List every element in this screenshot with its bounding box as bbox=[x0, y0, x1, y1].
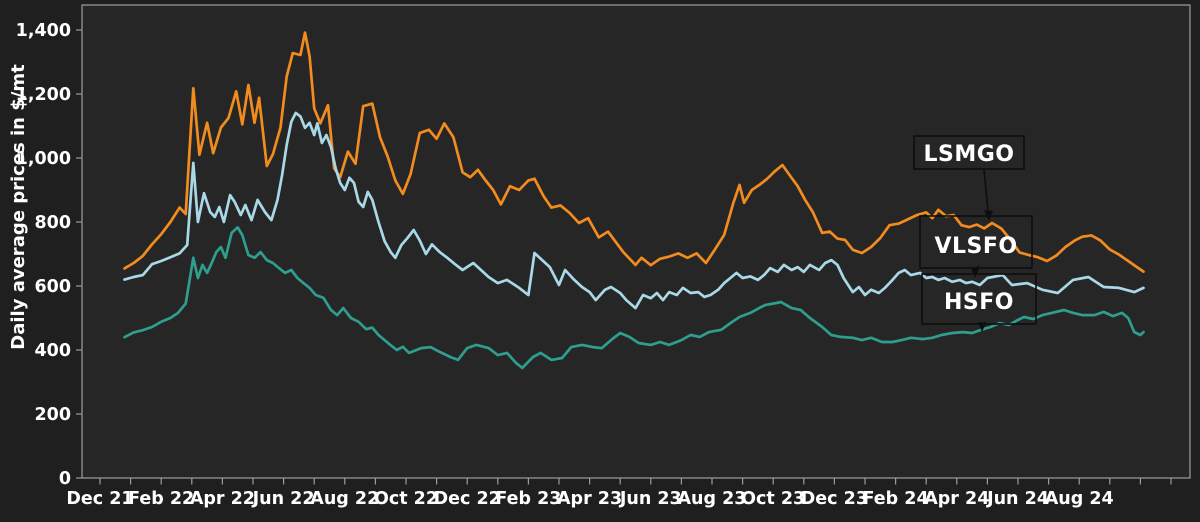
hsfo-line bbox=[123, 226, 1145, 370]
hsfo-arrowhead-icon bbox=[978, 322, 986, 332]
y-tick-label: 400 bbox=[34, 341, 71, 361]
y-tick-label: 600 bbox=[34, 277, 71, 297]
x-tick-label: Jun 24 bbox=[986, 489, 1049, 509]
y-axis-title: Daily average prices in $/mt bbox=[8, 64, 29, 350]
x-tick-label: Aug 22 bbox=[310, 489, 379, 509]
lsmgo-line bbox=[123, 31, 1145, 273]
x-tick-label: Dec 21 bbox=[66, 489, 133, 509]
plot-area bbox=[81, 4, 1191, 479]
x-tick-label: Feb 24 bbox=[863, 489, 929, 509]
vlsfo-annotation: VLSFO bbox=[919, 215, 1033, 278]
x-tick-label: Feb 23 bbox=[495, 489, 561, 509]
vlsfo-label: VLSFO bbox=[934, 234, 1017, 259]
y-tick-label: 800 bbox=[34, 213, 71, 233]
x-tick-label: Apr 23 bbox=[557, 489, 622, 509]
vlsfo-arrowhead-icon bbox=[971, 268, 979, 278]
x-tick-label: Dec 22 bbox=[434, 489, 501, 509]
lsmgo-annotation: LSMGO bbox=[913, 135, 1025, 221]
x-tick-label: Aug 24 bbox=[1045, 489, 1114, 509]
x-tick-label: Jun 23 bbox=[619, 489, 682, 509]
x-tick-label: Dec 23 bbox=[801, 489, 868, 509]
hsfo-annotation: HSFO bbox=[921, 273, 1037, 332]
x-tick-label: Oct 22 bbox=[374, 489, 438, 509]
lsmgo-label-box bbox=[913, 135, 1025, 170]
x-tick-label: Oct 23 bbox=[741, 489, 805, 509]
y-tick-label: 0 bbox=[59, 469, 71, 489]
hsfo-label: HSFO bbox=[944, 290, 1014, 315]
series-lines bbox=[123, 31, 1145, 370]
vlsfo-line bbox=[123, 111, 1145, 310]
x-tick-label: Apr 22 bbox=[190, 489, 255, 509]
x-tick-label: Feb 22 bbox=[128, 489, 194, 509]
x-tick-label: Apr 24 bbox=[924, 489, 989, 509]
y-tick-label: 1,000 bbox=[16, 149, 71, 169]
y-tick-label: 200 bbox=[34, 405, 71, 425]
vlsfo-label-box bbox=[919, 215, 1033, 269]
x-tick-label: Jun 22 bbox=[252, 489, 315, 509]
x-tick-label: Aug 23 bbox=[678, 489, 747, 509]
y-tick-label: 1,200 bbox=[16, 85, 71, 105]
lsmgo-label: LSMGO bbox=[923, 142, 1014, 167]
y-tick-label: 1,400 bbox=[16, 21, 71, 41]
y-axis: 0 200 400 600 800 1,000 1,200 1,400 bbox=[16, 21, 82, 489]
lsmgo-arrow bbox=[983, 168, 989, 213]
